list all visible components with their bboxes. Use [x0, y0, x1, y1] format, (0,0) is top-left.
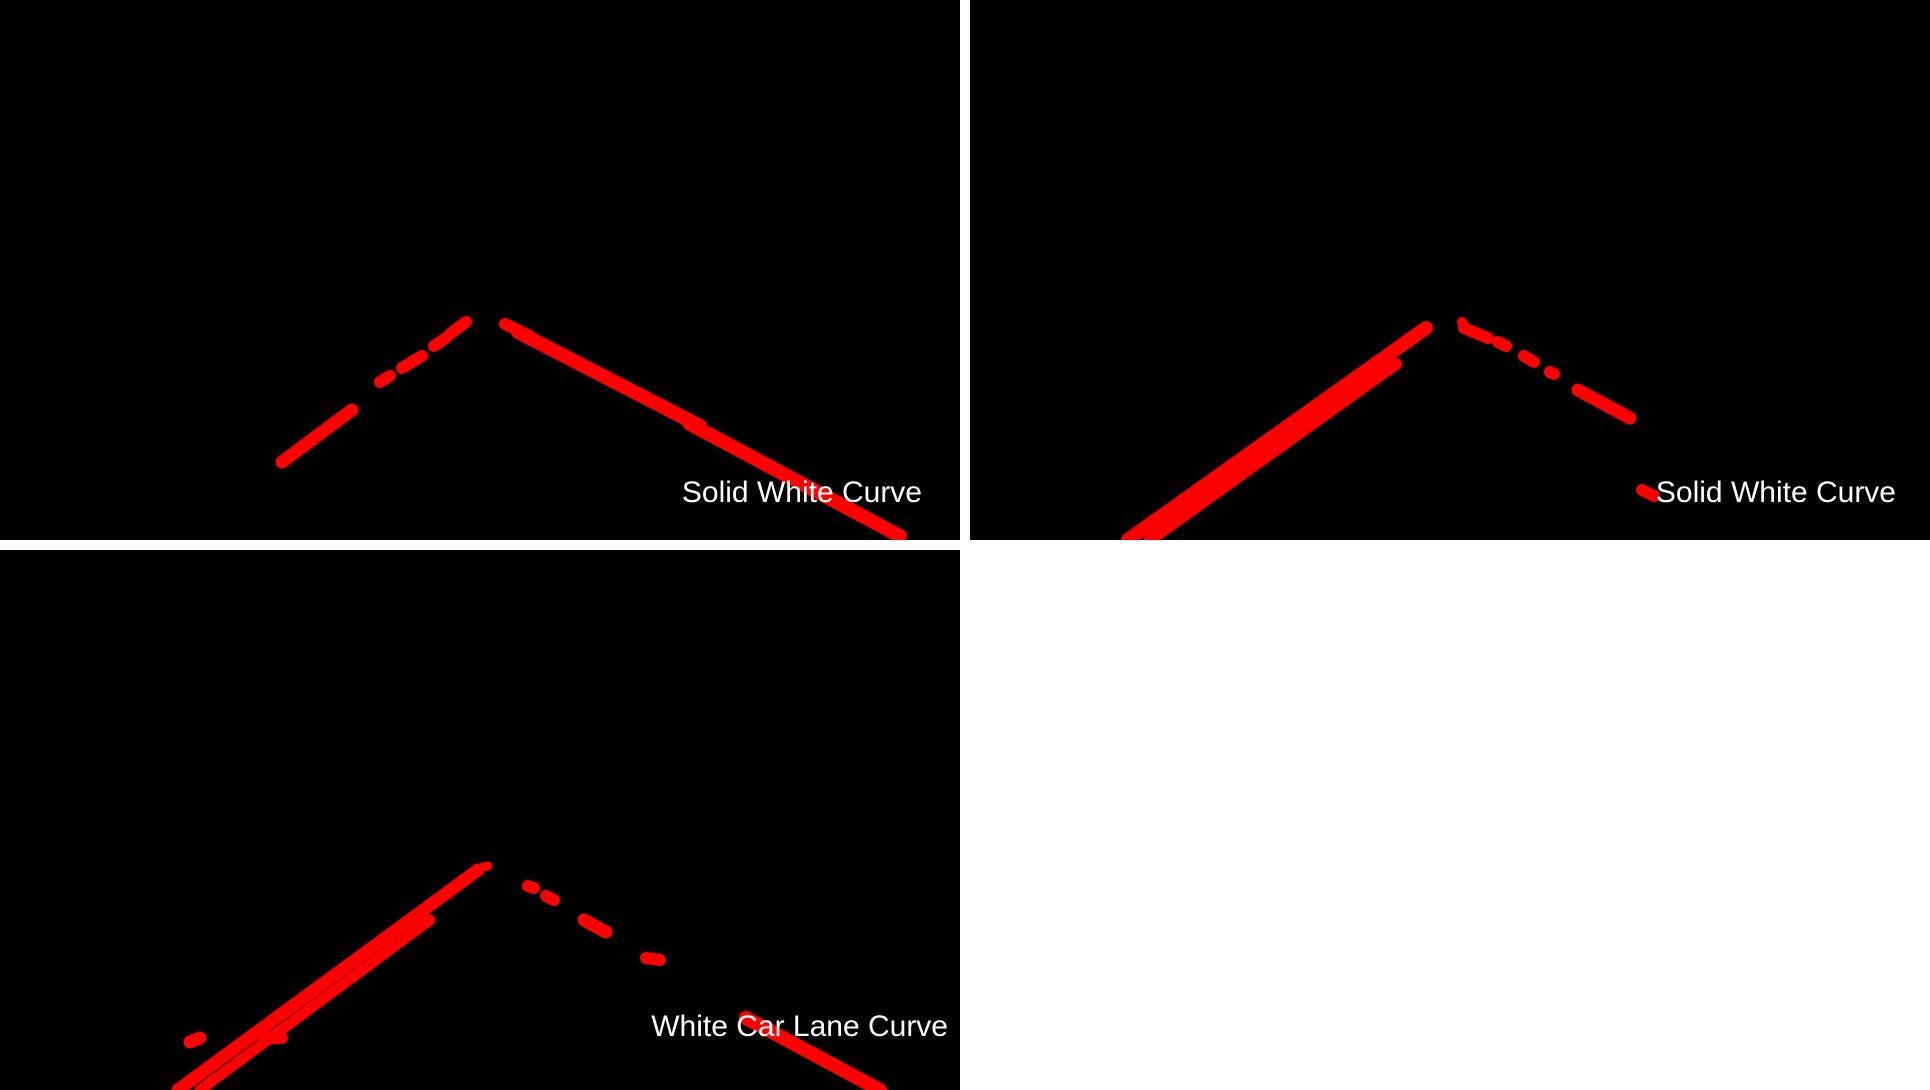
lane-detection-overlay-1: [275, 316, 907, 540]
lane-segment: [540, 890, 560, 906]
lane-segment: [1636, 484, 1660, 502]
lane-segment: [374, 370, 396, 388]
lane-segment: [1458, 322, 1494, 344]
lane-segment: [1544, 366, 1560, 380]
lane-panel-3: White Car Lane Curve: [0, 550, 960, 1090]
lane-segment: [683, 417, 907, 540]
lane-segment: [1144, 358, 1402, 540]
lane-segment: [1492, 336, 1512, 352]
lane-segment: [1571, 383, 1637, 425]
lane-panel-1: Solid White Curve: [0, 0, 960, 540]
panel-caption: Solid White Curve: [1655, 476, 1896, 509]
lane-segment: [1518, 350, 1540, 368]
lane-segment: [396, 350, 428, 374]
lane-segment: [739, 1011, 887, 1090]
lane-segment: [640, 952, 666, 966]
lane-segment: [444, 316, 472, 340]
lane-segment: [183, 1031, 207, 1049]
lane-panel-2: Solid White Curve: [970, 0, 1930, 540]
lane-detection-overlay-3: [171, 861, 887, 1090]
panel-caption: Solid White Curve: [681, 476, 922, 509]
lane-detection-overlay-2: [1121, 317, 1660, 540]
lane-segment: [275, 403, 359, 469]
empty-grid-slot: [970, 550, 1930, 1090]
lane-segment: [428, 332, 452, 352]
lane-segment: [475, 861, 493, 873]
lane-segment: [171, 863, 485, 1090]
lane-segment: [194, 914, 436, 1090]
lane-segment: [1121, 321, 1433, 540]
lane-segment: [577, 913, 613, 939]
panel-caption: White Car Lane Curve: [651, 1010, 948, 1043]
lane-segment: [522, 880, 540, 894]
lane-segment: [511, 325, 707, 433]
